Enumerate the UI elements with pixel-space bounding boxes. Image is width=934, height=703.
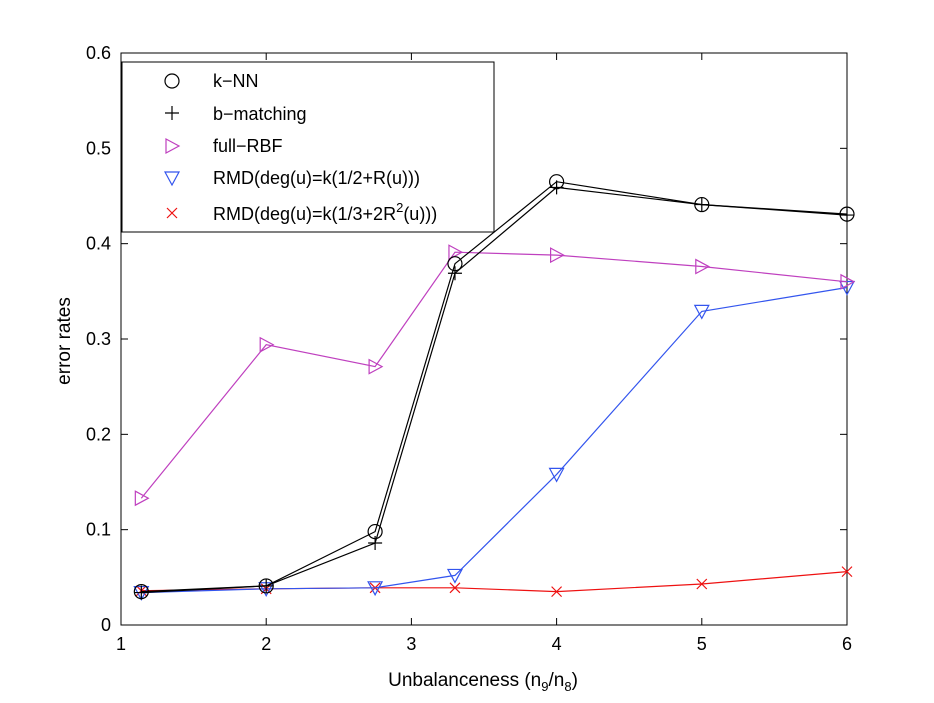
y-tick-label: 0.6 xyxy=(86,43,111,63)
legend-markers xyxy=(163,73,181,219)
legend-box xyxy=(121,61,495,233)
data-point-triangle-right xyxy=(448,244,464,261)
legend-label-rmd-quadratic-main: RMD(deg(u)=k(1/3+2R xyxy=(213,204,396,224)
y-tick-label: 0.1 xyxy=(86,520,111,540)
series-line xyxy=(140,251,848,499)
data-point-circle xyxy=(447,256,463,272)
data-point-circle xyxy=(133,584,149,600)
data-point-circle xyxy=(367,523,383,540)
data-point-triangle-right xyxy=(695,258,711,275)
data-point-x xyxy=(551,586,563,598)
data-point-x xyxy=(449,582,461,594)
x-axis-label: Unbalanceness (n9/n8) xyxy=(388,670,578,694)
x-axis-label-mid: /n xyxy=(548,670,564,691)
series-layer xyxy=(133,174,856,601)
legend-marker-circle xyxy=(164,73,180,89)
data-point-circle xyxy=(839,206,855,222)
y-tick-label: 0.4 xyxy=(86,234,111,254)
y-tick-label: 0 xyxy=(101,615,111,635)
legend-marker-x xyxy=(166,207,178,219)
data-point-x xyxy=(696,578,708,590)
data-point-triangle-right xyxy=(368,358,384,375)
legend-label-rmd-quadratic-sup: 2 xyxy=(396,200,403,215)
data-point-plus xyxy=(840,208,854,223)
data-point-triangle-down xyxy=(446,568,463,584)
series-2 xyxy=(134,244,856,507)
data-point-x xyxy=(841,566,853,578)
y-tick-label: 0.2 xyxy=(86,424,111,444)
y-tick-label: 0.3 xyxy=(86,329,111,349)
data-point-triangle-right xyxy=(134,490,150,507)
legend-label-rmd-linear: RMD(deg(u)=k(1/2+R(u))) xyxy=(213,168,420,188)
x-tick-label: 4 xyxy=(552,634,562,654)
axis-ticks: 1 2 3 4 5 6 0 0.1 0.2 0.3 0.4 0.5 0.6 xyxy=(86,43,852,654)
data-point-triangle-right xyxy=(550,247,565,264)
y-axis-label: error rates xyxy=(54,297,75,385)
legend-label-knn: k−NN xyxy=(213,71,259,91)
legend-label-rmd-quadratic: RMD(deg(u)=k(1/3+2R2(u))) xyxy=(213,200,437,224)
series-0 xyxy=(133,174,855,600)
data-point-circle xyxy=(694,196,710,213)
series-line xyxy=(141,181,848,593)
data-point-triangle-down xyxy=(693,304,710,320)
x-tick-label: 5 xyxy=(697,634,707,654)
data-point-triangle-down xyxy=(548,467,565,483)
data-point-circle xyxy=(258,578,274,594)
x-tick-label: 1 xyxy=(116,634,126,654)
legend-label-b-matching: b−matching xyxy=(213,104,307,124)
x-tick-label: 6 xyxy=(842,634,852,654)
data-point-triangle-right xyxy=(840,273,856,290)
x-axis-label-main: Unbalanceness (n xyxy=(388,670,541,691)
x-tick-label: 3 xyxy=(406,634,416,654)
data-point-circle xyxy=(548,174,565,190)
data-point-plus xyxy=(134,585,149,600)
data-point-plus xyxy=(447,266,462,281)
data-point-triangle-down xyxy=(367,581,384,597)
legend-label-rmd-quadratic-end: (u))) xyxy=(403,204,437,224)
data-point-triangle-right xyxy=(259,336,275,353)
legend-marker-plus xyxy=(165,106,179,120)
y-tick-label: 0.5 xyxy=(86,138,111,158)
x-axis-label-end: ) xyxy=(572,670,578,691)
legend-marker-triangle-right xyxy=(165,137,181,155)
legend: k−NN b−matching full−RBF RMD(deg(u)=k(1/… xyxy=(121,61,495,233)
x-axis-label-subscript-1: 9 xyxy=(541,679,548,694)
legend-label-full-rbf: full−RBF xyxy=(213,136,283,156)
x-axis-label-subscript-2: 8 xyxy=(564,679,571,694)
x-tick-label: 2 xyxy=(261,634,271,654)
legend-marker-triangle-down xyxy=(163,171,181,187)
